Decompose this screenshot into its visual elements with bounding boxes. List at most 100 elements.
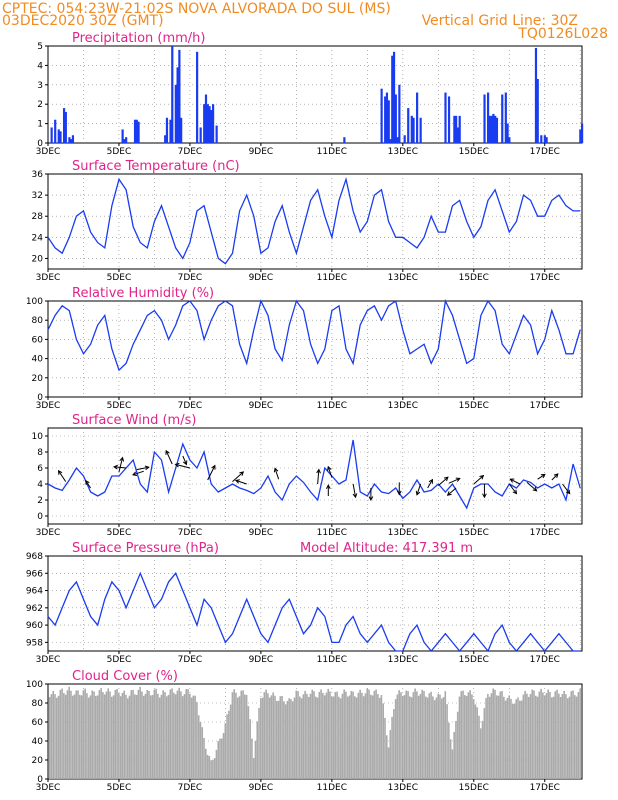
cloud-column <box>448 722 450 779</box>
cloud-column <box>116 688 118 779</box>
precip-bar <box>123 139 126 143</box>
y-tick-label: 20 <box>32 756 44 766</box>
y-tick-label: 24 <box>32 233 44 243</box>
cloud-column <box>378 697 381 779</box>
cloud-column <box>176 690 179 779</box>
y-tick-label: 0 <box>37 139 43 149</box>
cloud-column <box>174 694 177 779</box>
cloud-column <box>572 690 574 779</box>
cloud-column <box>105 691 108 779</box>
cloud-column <box>520 700 523 779</box>
cloud-column <box>455 720 457 779</box>
x-tick-label: 7DEC <box>178 273 203 283</box>
cloud-column <box>220 738 223 779</box>
precip-bar <box>579 129 582 143</box>
wind-arrow <box>427 479 433 489</box>
cloud-column <box>329 691 331 779</box>
cloud-column <box>472 699 475 779</box>
precip-bar <box>545 137 548 143</box>
precip-bar <box>206 104 209 143</box>
precip-bar <box>125 137 128 143</box>
wind-arrow-head <box>446 491 452 496</box>
y-tick-label: 20 <box>32 254 44 264</box>
y-tick-label: 40 <box>32 737 44 747</box>
wind-arrow <box>352 483 357 498</box>
x-tick-label: 5DEC <box>107 783 132 793</box>
series-line <box>47 298 581 372</box>
cloud-column <box>538 691 541 779</box>
x-tick-label: 11DEC <box>317 273 347 283</box>
cloud-column <box>574 695 576 779</box>
y-tick-label: 964 <box>26 587 43 597</box>
cloud-column <box>199 722 202 779</box>
cloud-column <box>410 697 413 779</box>
precip-bar <box>380 88 383 143</box>
precip-bar <box>455 115 458 143</box>
cloud-column <box>561 694 564 779</box>
cloud-column <box>469 690 471 779</box>
cloud-column <box>272 692 275 779</box>
y-tick-label: 80 <box>32 699 44 709</box>
panel-title: Surface Temperature (nC) <box>72 159 240 174</box>
precip-bar <box>394 94 397 143</box>
cloud-column <box>274 695 276 779</box>
x-tick-label: 13DEC <box>388 147 418 157</box>
cloud-column <box>511 704 514 779</box>
x-tick-label: 5DEC <box>107 273 132 283</box>
cloud-column <box>416 691 418 779</box>
cloud-column <box>245 695 248 779</box>
wind-arrow-head <box>85 479 90 485</box>
cloud-column <box>219 738 221 779</box>
cloud-column <box>162 690 165 779</box>
x-tick-label: 15DEC <box>459 147 489 157</box>
cloud-column <box>304 690 306 779</box>
wind-arrow-head <box>239 471 245 476</box>
cloud-column <box>558 693 560 779</box>
precip-bar <box>59 131 62 143</box>
cloud-column <box>515 699 518 779</box>
cloud-column <box>350 691 353 779</box>
wind-arrow-head <box>144 465 150 471</box>
cloud-column <box>64 694 67 779</box>
precip-bar <box>504 92 507 143</box>
cloud-column <box>517 697 519 779</box>
precip-bar <box>64 111 67 143</box>
cloud-column <box>506 697 509 779</box>
cloud-column <box>59 689 62 779</box>
wind-arrow <box>562 483 571 494</box>
cloud-column <box>277 700 280 779</box>
cloud-column <box>189 693 191 779</box>
cloud-column <box>396 694 399 779</box>
cloud-column <box>426 697 429 779</box>
x-tick-label: 9DEC <box>249 273 274 283</box>
x-tick-label: 3DEC <box>36 783 61 793</box>
y-tick-label: 4 <box>37 61 43 71</box>
panel-frame <box>47 555 583 652</box>
cloud-column <box>428 693 431 779</box>
cloud-column <box>197 715 200 779</box>
cloud-column <box>201 727 204 779</box>
cloud-column <box>501 691 503 779</box>
cloud-column <box>79 694 81 779</box>
y-tick-label: 100 <box>26 680 43 690</box>
cloud-column <box>497 695 500 779</box>
y-tick-label: 60 <box>32 335 44 345</box>
cloud-column <box>341 693 344 779</box>
cloud-column <box>61 688 63 779</box>
wind-arrow-head <box>565 489 571 495</box>
cloud-column <box>196 702 198 779</box>
cloud-column <box>503 696 505 779</box>
cloud-column <box>499 691 502 779</box>
wind-arrow-head <box>119 456 125 462</box>
cloud-column <box>533 690 535 779</box>
panel-1: 20 24 28 32 36 3DEC 5DEC 7DEC 9DEC 11DEC 13DEC 15DE… <box>32 159 583 283</box>
x-tick-label: 17DEC <box>530 783 560 793</box>
cloud-column <box>82 690 85 779</box>
cloud-column <box>173 692 175 779</box>
cloud-column <box>89 695 92 779</box>
cloud-column <box>93 691 95 779</box>
cloud-column <box>439 694 441 779</box>
wind-arrow-head <box>211 464 216 470</box>
x-tick-label: 13DEC <box>388 528 418 538</box>
wind-arrow-head <box>57 469 63 475</box>
